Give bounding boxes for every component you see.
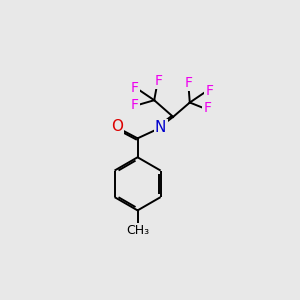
Text: F: F [154, 74, 162, 88]
Text: F: F [205, 83, 213, 98]
Text: CH₃: CH₃ [126, 224, 149, 237]
Text: F: F [204, 101, 212, 115]
Text: N: N [155, 120, 166, 135]
Text: F: F [131, 98, 139, 112]
Text: O: O [111, 119, 123, 134]
Text: F: F [184, 76, 192, 90]
Text: F: F [131, 81, 139, 95]
